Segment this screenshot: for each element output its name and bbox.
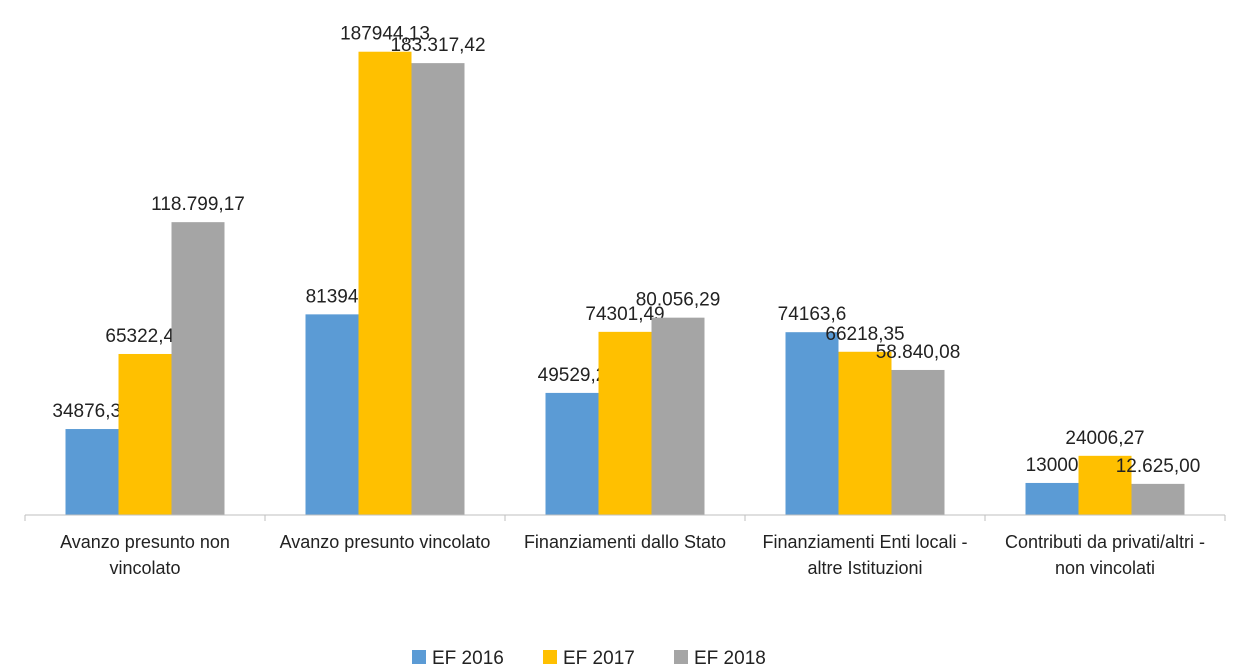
x-tick-label-box: Finanziamenti Enti locali - altre Istitu…	[762, 532, 968, 578]
legend-label: EF 2016	[432, 648, 504, 669]
bar	[651, 317, 705, 515]
data-label: 66218,35	[825, 324, 904, 345]
data-label: 81394	[306, 286, 359, 307]
data-label: 74301,49	[585, 304, 664, 325]
data-label: 34876,31	[52, 401, 131, 422]
bar	[785, 332, 839, 515]
bar	[118, 353, 172, 515]
bar	[65, 429, 119, 515]
bar	[838, 351, 892, 515]
data-label: 12.625,00	[1116, 456, 1201, 477]
x-tick-label: Contributi da privati/altri - non vincol…	[1004, 532, 1206, 578]
x-tick-label: Avanzo presunto vincolato	[279, 532, 491, 552]
legend-label: EF 2018	[694, 648, 766, 669]
data-label: 49529,2	[538, 365, 607, 386]
bar	[598, 331, 652, 515]
bar	[171, 222, 225, 516]
data-label: 13000	[1026, 455, 1079, 476]
bar	[358, 51, 412, 516]
data-label: 118.799,17	[151, 194, 245, 215]
x-tick-label-box: Avanzo presunto non vincolato	[60, 532, 230, 578]
legend-swatch	[412, 650, 426, 664]
x-tick-label: Finanziamenti dallo Stato	[523, 532, 727, 552]
legend-swatch	[674, 650, 688, 664]
bar	[1131, 483, 1185, 515]
legend-label: EF 2017	[563, 648, 635, 669]
bar	[1025, 482, 1079, 515]
x-tick-label: Avanzo presunto non vincolato	[60, 532, 230, 578]
bar	[1078, 455, 1132, 515]
x-tick-label-box: Finanziamenti dallo Stato	[523, 532, 727, 552]
bar	[545, 392, 599, 515]
x-tick-label-box: Contributi da privati/altri - non vincol…	[1004, 532, 1206, 578]
bar	[305, 314, 359, 515]
data-label: 24006,27	[1065, 428, 1144, 449]
data-label: 65322,43	[105, 326, 184, 347]
x-tick-label-box: Avanzo presunto vincolato	[279, 532, 491, 552]
x-tick-label: Finanziamenti Enti locali - altre Istitu…	[762, 532, 968, 578]
data-label: 80.056,29	[636, 290, 721, 311]
bar	[891, 369, 945, 515]
data-label: 74163,6	[778, 304, 847, 325]
data-label: 58.840,08	[876, 342, 961, 363]
bar	[411, 63, 465, 515]
legend-swatch	[543, 650, 557, 664]
data-label: 187944,13	[340, 24, 430, 45]
data-label: 183.317,42	[390, 35, 485, 56]
